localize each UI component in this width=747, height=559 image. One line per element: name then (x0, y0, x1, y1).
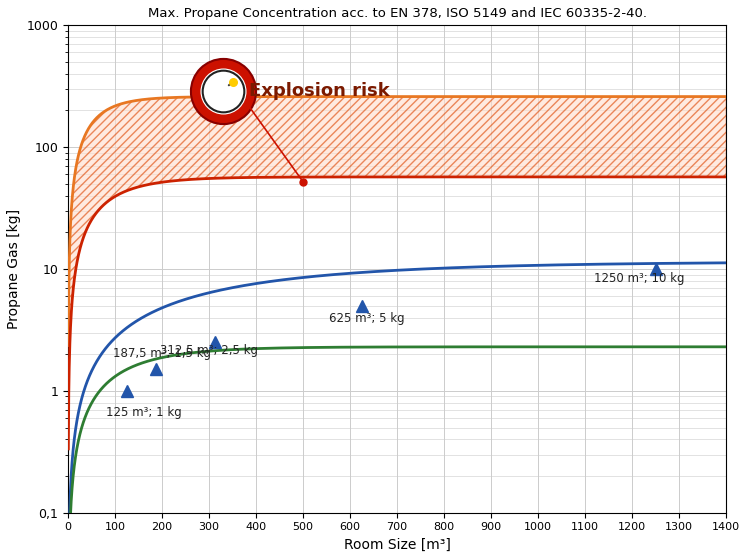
X-axis label: Room Size [m³]: Room Size [m³] (344, 538, 450, 552)
Y-axis label: Propane Gas [kg]: Propane Gas [kg] (7, 209, 21, 329)
Text: 1250 m³; 10 kg: 1250 m³; 10 kg (595, 272, 685, 285)
Point (217, 86, 229, 95)
Point (217, 86, 229, 95)
Point (217, 86, 229, 95)
Text: Explosion risk: Explosion risk (249, 82, 390, 100)
Text: 187,5 m³; 1,5 kg: 187,5 m³; 1,5 kg (113, 347, 211, 360)
Point (226, 78, 238, 87)
Text: 125 m³; 1 kg: 125 m³; 1 kg (105, 406, 182, 419)
Title: Max. Propane Concentration acc. to EN 378, ISO 5149 and IEC 60335-2-40.: Max. Propane Concentration acc. to EN 37… (148, 7, 647, 20)
Text: 625 m³; 5 kg: 625 m³; 5 kg (329, 312, 405, 325)
Text: 312,5 m³; 2,5 kg: 312,5 m³; 2,5 kg (160, 344, 258, 357)
